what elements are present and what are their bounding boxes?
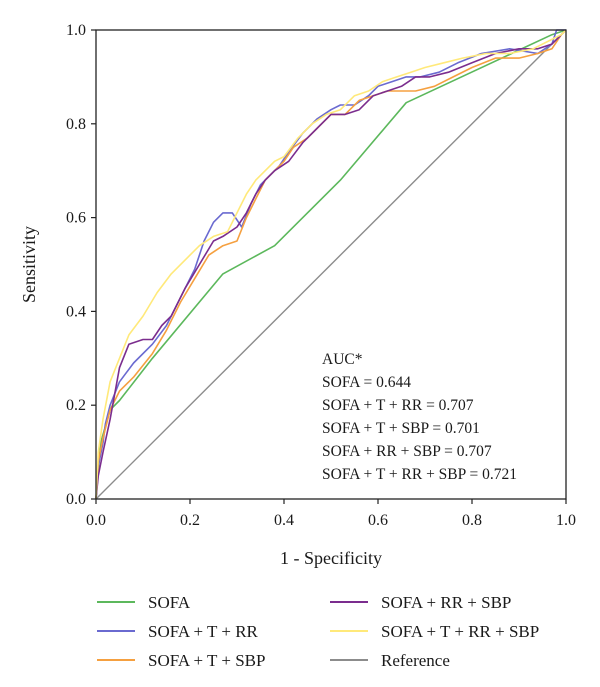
legend-item: SOFA + T + SBP <box>97 651 265 670</box>
series-line-sofa-t-rr-sbp <box>95 29 567 500</box>
y-tick-label: 1.0 <box>66 22 86 39</box>
legend-item: SOFA <box>97 593 191 612</box>
y-tick-label: 0.6 <box>66 210 86 227</box>
y-tick-label: 0.2 <box>66 397 86 414</box>
legend-label: SOFA + T + RR + SBP <box>381 622 539 641</box>
y-axis-title: Sensitivity <box>19 226 39 303</box>
legend-item: SOFA + T + RR + SBP <box>330 622 539 641</box>
legend-label: SOFA <box>148 593 191 612</box>
legend-label: SOFA + RR + SBP <box>381 593 511 612</box>
x-tick-label: 0.6 <box>368 512 388 529</box>
auc-line: SOFA = 0.644 <box>322 374 411 391</box>
x-tick-label: 0.0 <box>86 512 106 529</box>
y-axis-ticks: 0.0 0.2 0.4 0.6 0.8 1.0 <box>66 22 96 508</box>
x-axis-title: 1 - Specificity <box>280 548 382 568</box>
y-tick-label: 0.4 <box>66 303 86 320</box>
auc-line: SOFA + T + RR = 0.707 <box>322 397 474 414</box>
legend-item: SOFA + T + RR <box>97 622 259 641</box>
auc-annotation: AUC* SOFA = 0.644 SOFA + T + RR = 0.707 … <box>322 351 517 483</box>
auc-heading: AUC* <box>322 351 363 368</box>
legend-label: Reference <box>381 651 450 670</box>
legend-item: SOFA + RR + SBP <box>330 593 511 612</box>
plot-area <box>95 29 567 500</box>
series-line-sofa-t-sbp <box>95 29 567 500</box>
auc-line: SOFA + RR + SBP = 0.707 <box>322 443 492 460</box>
x-tick-label: 1.0 <box>556 512 576 529</box>
legend: SOFA SOFA + T + RR SOFA + T + SBP SOFA + RR… <box>97 593 539 670</box>
series-line-sofa-rr-sbp <box>95 29 567 500</box>
x-tick-label: 0.2 <box>180 512 200 529</box>
x-tick-label: 0.8 <box>462 512 482 529</box>
legend-label: SOFA + T + RR <box>148 622 259 641</box>
legend-item: Reference <box>330 651 450 670</box>
auc-line: SOFA + T + RR + SBP = 0.721 <box>322 466 517 483</box>
auc-line: SOFA + T + SBP = 0.701 <box>322 420 480 437</box>
legend-label: SOFA + T + SBP <box>148 651 265 670</box>
y-tick-label: 0.0 <box>66 491 86 508</box>
x-tick-label: 0.4 <box>274 512 294 529</box>
x-axis-ticks: 0.0 0.2 0.4 0.6 0.8 1.0 <box>86 499 576 529</box>
plot-frame <box>95 29 567 500</box>
series-line-reference <box>95 29 567 500</box>
y-tick-label: 0.8 <box>66 116 86 133</box>
